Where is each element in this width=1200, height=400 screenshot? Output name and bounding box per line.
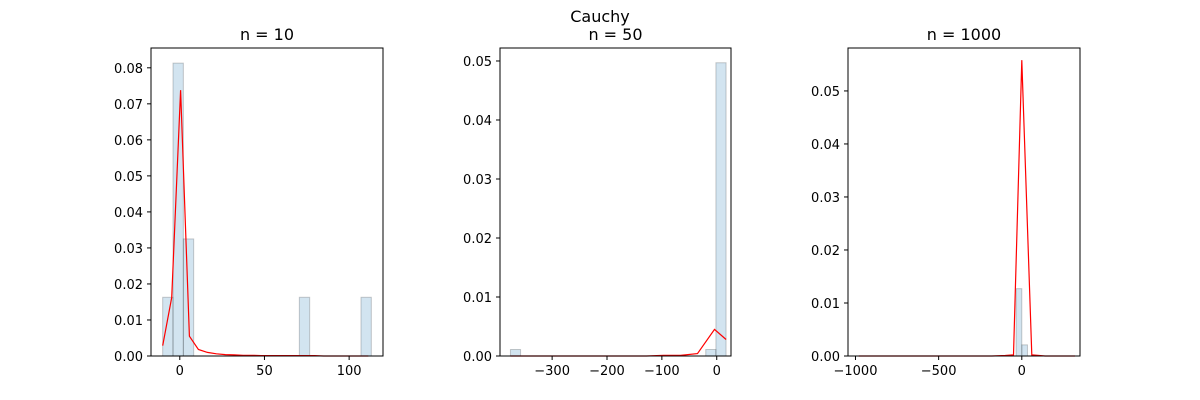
subplot-title: n = 50 <box>588 25 642 44</box>
y-tick-label: 0.05 <box>463 55 492 70</box>
x-tick-label: 0 <box>713 364 721 379</box>
histogram-bar <box>162 296 174 357</box>
histogram-bar <box>1021 344 1028 357</box>
y-tick-label: 0.02 <box>114 278 143 293</box>
y-tick-label: 0.00 <box>463 350 492 365</box>
y-tick-label: 0.03 <box>811 191 840 206</box>
y-tick-label: 0.02 <box>811 244 840 259</box>
axes-frame <box>499 47 732 357</box>
histogram-bar <box>298 296 311 357</box>
subplot-title: n = 1000 <box>927 25 1001 44</box>
histogram-bar <box>360 296 372 357</box>
histogram-bar <box>1015 288 1023 357</box>
x-tick-label: −200 <box>589 364 625 379</box>
subplot-2: −300 −200 −100 0 0.00 0.01 0.02 0.03 0.04 0.05 n =… <box>463 25 732 379</box>
subplot-1: 0 50 100 0.00 0.01 0.02 0.03 0.04 0.05 0.06 0.07 0.… <box>114 25 384 379</box>
y-tick-label: 0.01 <box>811 297 840 312</box>
x-tick-label: 0 <box>176 364 184 379</box>
axes-frame <box>150 47 384 357</box>
density-line <box>510 328 727 357</box>
axes-frame <box>847 47 1081 357</box>
y-tick-label: 0.01 <box>114 314 143 329</box>
y-tick-label: 0.07 <box>114 98 143 113</box>
y-tick-label: 0.00 <box>114 350 143 365</box>
x-tick-label: 100 <box>337 364 362 379</box>
y-tick-label: 0.04 <box>114 206 143 221</box>
figure-suptitle: Cauchy <box>570 7 630 26</box>
y-tick-label: 0.05 <box>811 85 840 100</box>
y-tick-label: 0.08 <box>114 62 143 77</box>
y-tick-label: 0.04 <box>811 138 840 153</box>
density-line <box>858 60 1075 357</box>
y-tick-label: 0.03 <box>463 173 492 188</box>
histogram-bar <box>705 349 717 357</box>
histogram-bar <box>715 62 727 357</box>
x-tick-label: 50 <box>256 364 273 379</box>
y-tick-label: 0.06 <box>114 134 143 149</box>
subplot-title: n = 10 <box>240 25 294 44</box>
y-tick-label: 0.01 <box>463 291 492 306</box>
y-tick-label: 0.03 <box>114 242 143 257</box>
y-tick-label: 0.02 <box>463 232 492 247</box>
x-tick-label: −100 <box>644 364 680 379</box>
x-tick-label: −300 <box>534 364 570 379</box>
subplot-3: −1000 −500 0 0.00 0.01 0.02 0.03 0.04 0.05 n = 10… <box>811 25 1081 379</box>
x-tick-label: −500 <box>921 364 957 379</box>
y-tick-label: 0.00 <box>811 350 840 365</box>
y-tick-label: 0.04 <box>463 114 492 129</box>
x-tick-label: −1000 <box>833 364 877 379</box>
y-tick-label: 0.05 <box>114 170 143 185</box>
x-tick-label: 0 <box>1018 364 1026 379</box>
histogram-bar <box>509 349 522 357</box>
